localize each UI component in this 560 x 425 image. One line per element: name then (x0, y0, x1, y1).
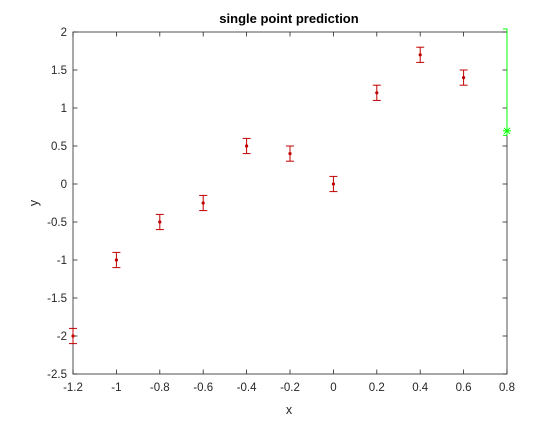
data-point (158, 220, 161, 223)
plot-area: -1.2 -1 -0.8 -0.6 -0.4 -0.2 0 0.2 0.4 0.6 0.8 -2.5 -… (47, 27, 515, 394)
data-point (375, 91, 378, 94)
axes-box (73, 32, 507, 374)
x-tick-label: 0.8 (499, 382, 515, 394)
data-point (288, 152, 291, 155)
data-point (462, 76, 465, 79)
data-point (332, 182, 335, 185)
x-tick-label: -1 (111, 382, 121, 394)
x-tick-label: 0 (330, 382, 336, 394)
y-tick-label: 2 (61, 27, 67, 39)
x-tick-label: 0.2 (369, 382, 385, 394)
x-tick-label: -0.8 (150, 382, 170, 394)
x-tick-label: -0.2 (280, 382, 300, 394)
x-tick-label: -0.6 (193, 382, 213, 394)
y-tick-label: -2.5 (47, 369, 67, 381)
chart-title: single point prediction (219, 11, 358, 26)
y-tick-label: 0 (61, 179, 67, 191)
y-tick-label: 1.5 (51, 65, 67, 77)
y-tick-label: 1 (61, 103, 67, 115)
x-tick-label: 0.6 (456, 382, 472, 394)
data-point (115, 258, 118, 261)
x-axis-label: x (286, 403, 293, 417)
x-tick-label: -1.2 (63, 382, 83, 394)
y-axis-label: y (27, 199, 41, 206)
data-point (71, 334, 74, 337)
data-point (245, 144, 248, 147)
y-tick-label: -2 (57, 331, 67, 343)
data-point (202, 201, 205, 204)
y-tick-label: -1.5 (47, 293, 67, 305)
x-tick-label: -0.4 (237, 382, 257, 394)
x-tick-label: 0.4 (412, 382, 429, 394)
y-tick-label: 0.5 (51, 141, 67, 153)
y-tick-label: -1 (57, 255, 67, 267)
y-tick-label: -0.5 (47, 217, 67, 229)
data-point (419, 53, 422, 56)
